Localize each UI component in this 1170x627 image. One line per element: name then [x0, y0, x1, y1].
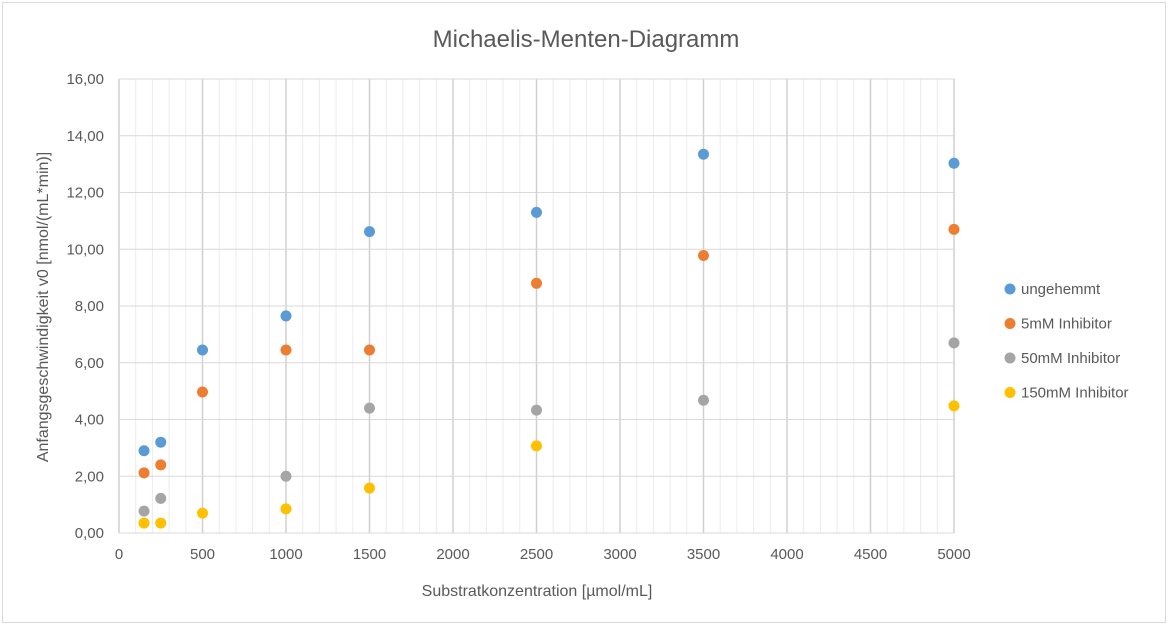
data-point	[155, 459, 167, 471]
data-point	[138, 445, 150, 457]
data-point	[698, 148, 709, 160]
legend-marker	[1004, 283, 1016, 295]
data-point	[531, 206, 542, 218]
data-point	[138, 517, 150, 529]
data-point	[364, 344, 375, 356]
x-tick-label: 0	[115, 546, 123, 563]
data-point	[948, 337, 960, 349]
x-tick-label: 500	[190, 546, 215, 563]
y-tick-label: 0,00	[75, 525, 104, 542]
legend-label: 5mM Inhibitor	[1021, 316, 1112, 333]
data-points	[138, 148, 960, 529]
data-point	[531, 277, 542, 289]
legend-label: 50mM Inhibitor	[1021, 350, 1120, 367]
x-tick-label: 2500	[520, 546, 553, 563]
x-tick-label: 3500	[687, 546, 720, 563]
y-tick-label: 16,00	[66, 71, 104, 88]
x-tick-label: 1000	[269, 546, 302, 563]
x-axis-label: Substratkonzentration [µmol/mL]	[422, 583, 653, 600]
y-axis-ticks: 0,00 2,00 4,00 6,00 8,00 10,00 12,00 14,00 16,00	[66, 71, 104, 542]
data-point	[138, 467, 150, 479]
data-point	[280, 470, 292, 482]
data-point	[531, 404, 542, 416]
x-tick-label: 3000	[603, 546, 636, 563]
data-point	[948, 400, 960, 412]
data-point	[138, 505, 150, 517]
y-tick-label: 10,00	[66, 241, 104, 258]
data-point	[364, 402, 375, 414]
legend-label: ungehemmt	[1021, 281, 1101, 298]
y-tick-label: 2,00	[75, 468, 104, 485]
data-point	[948, 223, 960, 235]
data-point	[155, 492, 167, 504]
legend-label: 150mM Inhibitor	[1021, 385, 1129, 402]
data-point	[280, 503, 292, 515]
y-axis-label: Anfangsgeschwindigkeit v0 [nmol/(mL*min)…	[35, 152, 52, 462]
y-tick-label: 6,00	[75, 355, 104, 372]
chart-title: Michaelis-Menten-Diagramm	[433, 26, 740, 53]
y-tick-label: 4,00	[75, 412, 104, 429]
legend-marker	[1004, 387, 1016, 398]
x-tick-label: 1500	[353, 546, 386, 563]
y-tick-label: 12,00	[66, 185, 104, 202]
x-tick-label: 5000	[937, 546, 970, 563]
data-point	[364, 482, 375, 494]
legend: ungehemmt 5mM Inhibitor 50mM Inhibitor 150m…	[1004, 281, 1129, 402]
x-tick-label: 4000	[770, 546, 803, 563]
x-axis-ticks: 0 500 1000 1500 2000 2500 3000 3500 4000 4500 5000	[115, 546, 971, 563]
data-point	[155, 517, 167, 529]
legend-marker	[1004, 318, 1016, 329]
y-tick-label: 8,00	[75, 298, 104, 315]
data-point	[698, 394, 709, 406]
grid	[118, 78, 955, 534]
legend-marker	[1004, 352, 1016, 364]
data-point	[280, 344, 292, 356]
data-point	[364, 226, 375, 238]
data-point	[280, 310, 292, 322]
data-point	[197, 507, 208, 519]
data-point	[531, 440, 542, 452]
y-tick-label: 14,00	[66, 128, 104, 145]
data-point	[197, 344, 208, 356]
data-point	[197, 386, 208, 398]
x-tick-label: 4500	[854, 546, 887, 563]
data-point	[948, 157, 960, 169]
data-point	[155, 436, 167, 448]
data-point	[698, 249, 709, 261]
x-tick-label: 2000	[436, 546, 469, 563]
